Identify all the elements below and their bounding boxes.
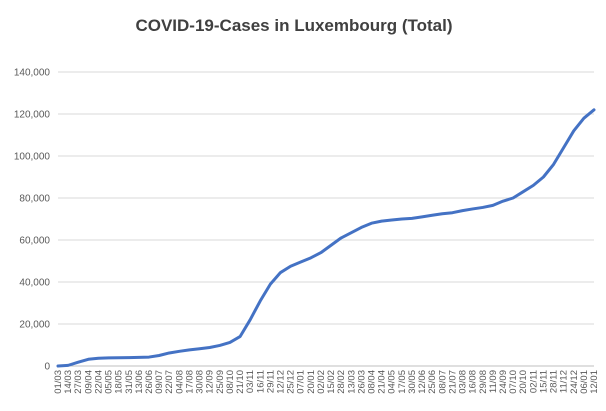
x-tick-label: 18/05 (114, 370, 125, 394)
gridlines (58, 71, 594, 325)
x-tick-label: 15/11 (538, 370, 549, 393)
x-tick-label: 31/05 (124, 370, 135, 394)
x-tick-label: 27/03 (73, 370, 84, 394)
y-tick-label: 20,000 (19, 320, 50, 331)
x-tick-label: 01/03 (53, 370, 64, 394)
x-tick-label: 12/12 (275, 370, 286, 394)
x-tick-label: 29/11 (265, 370, 276, 393)
x-tick-label: 04/05 (387, 370, 398, 394)
x-tick-label: 13/03 (346, 370, 357, 394)
x-tick-label: 08/07 (437, 370, 448, 394)
y-tick-label: 60,000 (19, 236, 50, 247)
x-tick-label: 03/08 (458, 370, 469, 394)
x-tick-label: 08/10 (225, 370, 236, 394)
x-tick-label: 11/12 (559, 370, 570, 393)
y-tick-label: 40,000 (19, 278, 50, 289)
x-tick-label: 25/06 (427, 370, 438, 394)
chart-title: COVID-19-Cases in Luxembourg (Total) (135, 16, 452, 35)
y-axis: 0 20,000 40,000 60,000 80,000 100,000 120,000 1… (14, 68, 51, 373)
x-tick-label: 12/01 (589, 370, 600, 394)
x-tick-label: 06/01 (579, 370, 590, 394)
x-tick-label: 08/04 (367, 370, 378, 394)
x-tick-label: 13/06 (134, 370, 145, 394)
x-tick-label: 09/04 (83, 370, 94, 394)
y-tick-label: 120,000 (14, 110, 51, 121)
x-tick-label: 30/05 (407, 370, 418, 394)
x-tick-label: 12/09 (205, 370, 216, 394)
x-tick-label: 22/07 (164, 370, 175, 394)
x-tick-label: 25/12 (286, 370, 297, 394)
x-tick-label: 09/07 (154, 370, 165, 394)
x-tick-label: 04/08 (174, 370, 185, 394)
x-tick-label: 02/02 (316, 370, 327, 394)
x-tick-label: 02/11 (528, 370, 539, 393)
x-tick-label: 05/05 (104, 370, 115, 394)
series-group (56, 108, 596, 368)
y-tick-label: 0 (44, 362, 50, 373)
x-tick-label: 29/08 (478, 370, 489, 394)
x-axis: 01/03 14/03 27/03 09/04 22/04 05/05 18/05 31/05… (53, 370, 600, 394)
x-tick-label: 15/02 (326, 370, 337, 394)
x-tick-label: 20/10 (518, 370, 529, 394)
x-tick-label: 26/03 (356, 370, 367, 394)
x-tick-label: 25/09 (215, 370, 226, 394)
x-tick-label: 21/10 (235, 370, 246, 394)
x-tick-label: 24/12 (569, 370, 580, 394)
x-tick-label: 16/11 (255, 370, 266, 393)
x-tick-label: 26/06 (144, 370, 155, 394)
y-tick-label: 140,000 (14, 68, 51, 79)
x-tick-label: 21/04 (377, 370, 388, 394)
x-tick-label: 30/08 (195, 370, 206, 394)
x-tick-label: 03/11 (245, 370, 256, 393)
x-tick-label: 07/01 (296, 370, 307, 394)
y-tick-label: 80,000 (19, 194, 50, 205)
x-tick-label: 28/11 (549, 370, 560, 393)
x-tick-label: 21/07 (447, 370, 458, 394)
x-tick-label: 16/08 (468, 370, 479, 394)
y-tick-label: 100,000 (14, 152, 51, 163)
x-tick-label: 17/05 (397, 370, 408, 394)
x-tick-label: 24/09 (498, 370, 509, 394)
x-tick-label: 28/02 (336, 370, 347, 394)
x-tick-label: 07/10 (508, 370, 519, 394)
x-tick-label: 14/03 (63, 370, 74, 394)
x-tick-label: 22/04 (93, 370, 104, 394)
x-tick-label: 11/09 (488, 370, 499, 393)
series-line (56, 108, 596, 368)
x-tick-label: 20/01 (306, 370, 317, 394)
x-tick-label: 12/06 (417, 370, 428, 394)
x-tick-label: 17/08 (184, 370, 195, 394)
